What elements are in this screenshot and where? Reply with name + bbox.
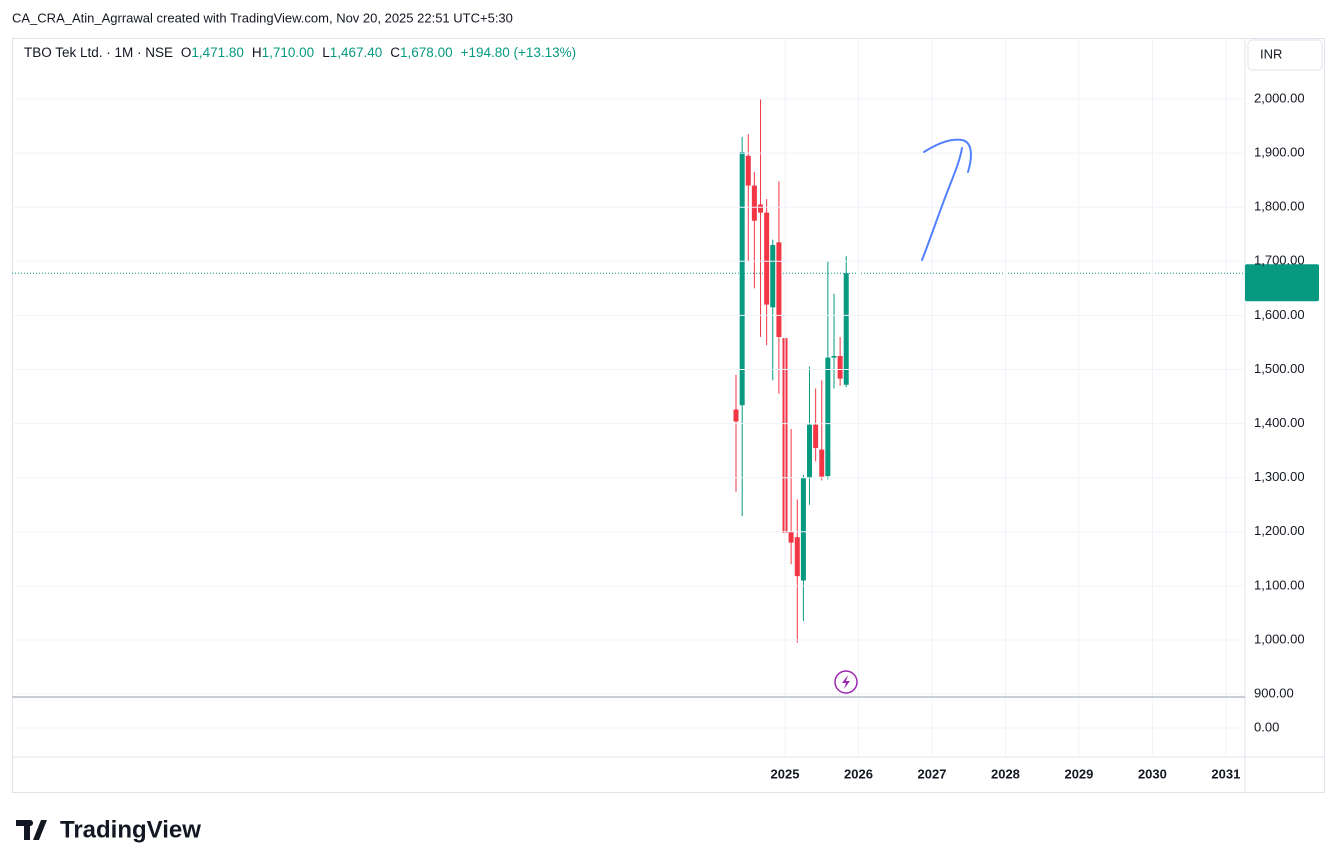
candles (733, 98, 849, 643)
y-tick-label: 1,100.00 (1254, 577, 1305, 592)
candle-body (739, 152, 745, 406)
x-tick-label: 2030 (1138, 766, 1167, 781)
candle-body (764, 212, 770, 305)
candle-body (788, 531, 794, 543)
candle-body (758, 204, 764, 213)
currency: INR (1260, 46, 1282, 61)
y-tick-label: 1,700.00 (1254, 253, 1305, 268)
y-tick-label: 1,000.00 (1254, 631, 1305, 646)
y-tick-label: 1,300.00 (1254, 469, 1305, 484)
candle-body (806, 424, 812, 478)
ohlc-item: H1,710.00 (252, 45, 318, 60)
ohlc-key: C (390, 45, 401, 60)
event-icon-bolt (842, 675, 850, 689)
header: CA_CRA_Atin_Agrrawal created with Tradin… (12, 10, 513, 25)
candle-body (837, 355, 843, 379)
y-tick-label: 2,000.00 (1254, 90, 1305, 105)
ohlc-value: 1,678.00 (400, 45, 453, 60)
ohlc-key: L (322, 45, 330, 60)
x-tick-label: 2031 (1211, 766, 1240, 781)
candle-body (800, 477, 806, 581)
ohlc-value: 1,467.40 (329, 45, 383, 60)
candle-body (813, 424, 819, 448)
brand-logo (16, 820, 47, 840)
ohlc-value: 1,471.80 (191, 45, 244, 60)
candle-body (733, 409, 739, 422)
ohlc-value: 1,710.00 (261, 45, 315, 60)
ohlc-item: C1,678.00 (390, 45, 456, 60)
ohlc-key: H (251, 45, 262, 60)
y-tick-label: 900.00 (1254, 686, 1294, 701)
chart-frame (12, 38, 1325, 793)
y-tick-label: 1,200.00 (1254, 523, 1305, 538)
y-tick-label: 1,500.00 (1254, 361, 1305, 376)
x-tick-label: 2027 (918, 766, 947, 781)
ohlc-item: L1,467.40 (322, 45, 386, 60)
candle-body (794, 537, 800, 577)
drawing-annotation (921, 138, 972, 261)
ohlc-item: O1,471.80 (181, 45, 248, 60)
currency-box[interactable] (1247, 39, 1323, 71)
candle-body (843, 273, 849, 385)
y-tick-label: 1,800.00 (1254, 199, 1305, 214)
change: +194.80 (+13.13%) (460, 45, 577, 60)
candle-body (770, 245, 776, 308)
candle-body (831, 355, 837, 358)
symbol: TBO Tek Ltd. · 1M · NSE (24, 45, 174, 60)
candle-body (776, 242, 782, 338)
y-tick-label: 1,400.00 (1254, 415, 1305, 430)
x-tick-label: 2028 (991, 766, 1020, 781)
candle-body (751, 185, 757, 221)
candle-body (825, 357, 831, 477)
y-tick-label: 0.00 (1254, 719, 1279, 734)
x-tick-label: 2026 (844, 766, 873, 781)
candle-body (819, 449, 825, 477)
candle-body (745, 155, 751, 186)
last-price-box (1245, 264, 1319, 302)
brand: TradingView (60, 816, 201, 843)
legend: TBO Tek Ltd. · 1M · NSE O1,471.80 H1,710.… (24, 45, 580, 60)
ohlc-key: O (180, 45, 192, 60)
y-tick-label: 1,900.00 (1254, 145, 1305, 160)
x-tick-label: 2025 (771, 766, 800, 781)
y-tick-label: 1,600.00 (1254, 307, 1305, 322)
x-tick-label: 2029 (1064, 766, 1093, 781)
